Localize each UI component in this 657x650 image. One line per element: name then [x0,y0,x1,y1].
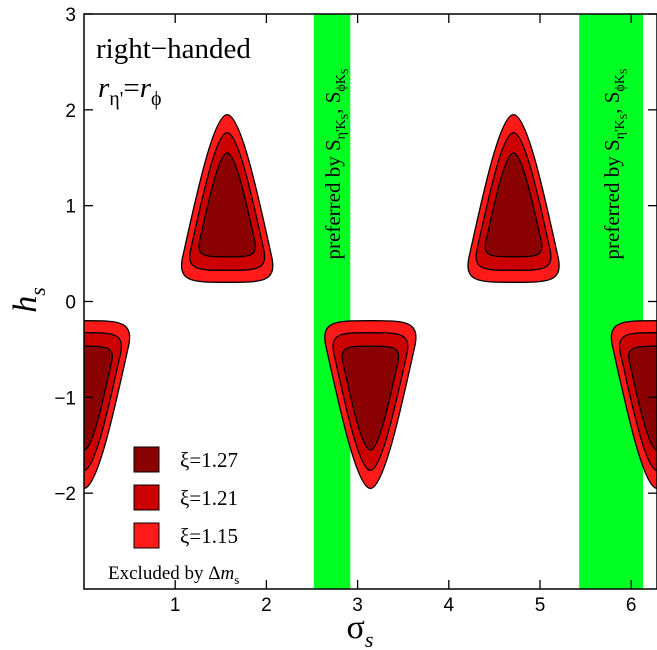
legend-note: Excluded by Δms [108,563,239,587]
contour-ξ=1.27 [84,345,113,451]
x-tick-label-3: 3 [352,595,363,616]
legend-label-2: ξ=1.21 [180,486,238,510]
y-tick-label-3: 0 [65,293,76,314]
contour-ξ=1.27 [628,345,657,451]
contour-ξ=1.27 [198,152,257,258]
y-tick-label-5: −2 [54,484,76,505]
y-tick-label-4: −1 [54,388,76,409]
legend-swatch-2 [133,484,160,511]
region-2 [467,113,560,283]
axis-ticks: 1 2 3 4 5 6 3 2 1 0 −1 −2 [54,5,657,616]
contour-ξ=1.27 [341,345,400,451]
legend-label-1: ξ=1.27 [180,448,238,472]
y-tick-label-2: 1 [65,197,76,218]
legend-swatch-3 [133,522,160,549]
region-1 [181,113,274,283]
plot-frame [83,13,657,590]
region-3 [324,320,417,490]
y-tick-label-1: 2 [65,101,76,122]
region-4 [84,320,131,490]
y-axis-label: hs [7,287,50,313]
region-5 [610,320,657,490]
preferred-bands [313,14,644,589]
legend-label-3: ξ=1.15 [180,524,238,548]
legend-swatch-1 [133,446,160,473]
x-tick-label-5: 5 [535,595,546,616]
excluded-regions [84,113,657,490]
band-label-2: preferred by Sη'KS, SϕKS [600,69,630,260]
band-label-1: preferred by Sη'KS, SϕKS [321,69,351,260]
legend: ξ=1.27 ξ=1.21 ξ=1.15 [133,446,238,549]
x-axis-label: σs [347,609,374,650]
x-tick-label-6: 6 [626,595,637,616]
y-tick-label-0: 3 [65,5,76,26]
band-labels: preferred by Sη'KS, SϕKS preferred by Sη'… [321,69,630,260]
region-annotation: right−handed rη'=rϕ [96,33,251,110]
preferred-band-1 [313,14,351,589]
x-tick-label-1: 1 [170,595,181,616]
annotation-line2: rη'=rϕ [98,72,162,110]
x-tick-label-4: 4 [444,595,455,616]
contour-ξ=1.27 [484,152,543,258]
annotation-line1: right−handed [96,33,251,65]
preferred-band-2 [579,14,644,589]
x-tick-label-2: 2 [261,595,272,616]
